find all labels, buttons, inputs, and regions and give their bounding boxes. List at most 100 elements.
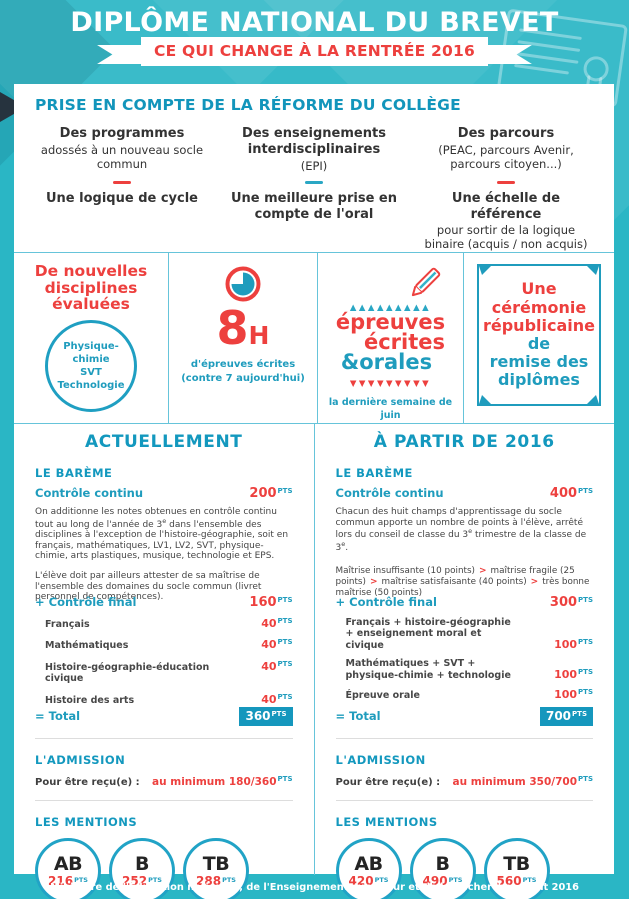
bareme-label: LE BARÈME [335,466,413,480]
frame-corner-icon [587,392,599,404]
mention-badge: AB 216PTS [35,838,101,899]
frame-corner-icon [479,266,491,278]
exams-wordmark: épreuves écrites &orales la dernière sem… [318,297,463,422]
exams-word: &orales [340,349,433,374]
ribbon-tail-left-icon [97,45,146,64]
subject-points-row: Français 40PTS [45,617,293,630]
controle-final-row: + Contrôle final 160PTS [35,595,293,610]
points-value: 40PTS [261,638,293,652]
column-actuellement: ACTUELLEMENT LE BARÈME Contrôle continu … [14,424,315,899]
reforme-item: Des enseignements interdisciplinaires (E… [228,126,400,173]
column-title: ACTUELLEMENT [85,432,243,452]
section-reforme: PRISE EN COMPTE DE LA RÉFORME DU COLLÈGE… [14,84,614,252]
reforme-item-subtitle: adossés à un nouveau socle commun [40,142,204,171]
total-row: = Total 360PTS [35,707,293,726]
mention-badge: AB 420PTS [335,838,402,899]
points-value: 400PTS [549,486,593,501]
controle-continu-row: Contrôle continu 200PTS [35,486,293,501]
paragraph: L'élève doit par ailleurs attester de sa… [35,571,262,603]
total-badge: 700PTS [539,707,593,726]
subject: Physique-chimie [63,341,119,366]
points-value: 40PTS [261,692,293,706]
reforme-item-title: Des programmes [59,126,185,141]
reforme-item-subtitle: (PEAC, parcours Avenir, parcours citoyen… [438,142,574,171]
divider [335,800,593,801]
pencil-icon [411,267,441,297]
admission-row: Pour être reçu(e) : au minimum 180/360PT… [35,775,293,788]
subject-points-row: Histoire-géographie-éducation civique 40… [45,659,293,685]
divider [35,738,293,739]
admission-value: au minimum 180/360PTS [152,775,293,788]
points-value: 252PTS [122,874,162,888]
maitrise-scale: Maîtrise insuffisante (10 points) > maîtri… [335,566,590,598]
divider-dash [410,173,602,191]
comparison-columns: ACTUELLEMENT LE BARÈME Contrôle continu … [14,424,615,899]
subjects-circle: Physique-chimie SVT Technologie [45,320,137,413]
feature-ceremony: Une cérémonie républicaine de remise des… [463,253,614,423]
mentions-label: LES MENTIONS [35,815,138,829]
divider-dash [218,173,410,191]
paragraph: Chacun des huit champs d'apprentissage d… [335,507,587,553]
subject-points-list: Français + histoire-géographie + enseign… [336,617,594,707]
admission-value: au minimum 350/700PTS [452,775,593,788]
subject-points-row: Mathématiques 40PTS [45,638,293,652]
points-value: 490PTS [422,874,463,888]
points-value: 420PTS [348,874,389,888]
ceremony-line: cérémonie [491,297,587,317]
banner-ribbon: CE QUI CHANGE À LA RENTRÉE 2016 [0,37,629,66]
content-card: PRISE EN COMPTE DE LA RÉFORME DU COLLÈGE… [14,84,615,899]
reforme-item-title: Des parcours [457,126,555,141]
points-value: 216PTS [48,874,88,888]
total-row: = Total 700PTS [336,707,593,726]
feature-written-hours: 8H d'épreuves écrites (contre 7 aujourd'… [168,253,317,423]
admission-label: L'ADMISSION [35,753,126,767]
bareme-description: Chacun des huit champs d'apprentissage d… [335,507,594,598]
mentions-label: LES MENTIONS [335,815,438,829]
hours-value: 8H [216,301,270,355]
admission-label: L'ADMISSION [335,753,426,767]
ceremony-line: Une [521,279,557,299]
ribbon-tail-right-icon [483,45,532,64]
reforme-item-title: Des enseignements interdisciplinaires [242,126,386,157]
ceremony-line: remise des [489,352,589,372]
points-value: 40PTS [261,659,293,673]
bareme-description: On additionne les notes obtenues en cont… [35,507,293,602]
ceremony-frame: Une cérémonie républicaine de remise des… [477,264,601,406]
controle-final-row: + Contrôle final 300PTS [335,595,594,610]
paragraph: On additionne les notes obtenues en cont… [35,507,289,562]
mention-badge: B 490PTS [409,838,476,899]
chevron-icon: > [369,577,378,588]
footer-credit: Ministère de l'Éducation nationale, de l… [50,882,579,893]
admission-row: Pour être reçu(e) : au minimum 350/700PT… [335,775,594,788]
clock-icon [225,266,261,302]
exams-word: écrites [363,329,446,354]
mention-badge: TB 288PTS [183,838,249,899]
total-badge: 360PTS [239,707,293,726]
reforme-item-subtitle: (EPI) [300,158,328,173]
hours-caption: d'épreuves écrites (contre 7 aujourd'hui… [181,359,305,384]
exams-caption: la dernière semaine de juin [328,396,453,421]
reforme-grid: Des programmes adossés à un nouveau socl… [14,126,614,251]
reforme-heading: PRISE EN COMPTE DE LA RÉFORME DU COLLÈGE [35,96,461,114]
reforme-item: Une logique de cycle [46,191,198,252]
mention-badge: B 252PTS [109,838,175,899]
exams-word: épreuves [335,310,446,334]
subject-points-row: Mathématiques + SVT + physique-chimie + … [345,658,594,681]
divider [335,738,593,739]
divider-dash [26,173,218,191]
page-title: DIPLÔME NATIONAL DU BREVET [70,7,559,38]
bareme-label: LE BARÈME [35,466,113,480]
subject-points-row: Français + histoire-géographie + enseign… [345,617,594,652]
reforme-item-subtitle: pour sortir de la logique binaire (acqui… [424,223,588,252]
mention-badge: TB 560PTS [483,838,550,899]
ceremony-line: républicaine [482,315,595,335]
reforme-item-title: Une meilleure prise en compte de l'oral [230,190,398,222]
column-2016: À PARTIR DE 2016 LE BARÈME Contrôle cont… [315,424,615,899]
subject-points-row: Histoire des arts 40PTS [45,692,293,706]
points-value: 100PTS [554,638,593,652]
points-value: 560PTS [496,874,537,888]
reforme-item-title: Une échelle de référence [451,190,561,222]
feature-new-disciplines: De nouvelles disciplines évaluées Physiq… [14,253,168,423]
points-value: 100PTS [554,667,593,681]
subject: SVT [80,367,102,379]
